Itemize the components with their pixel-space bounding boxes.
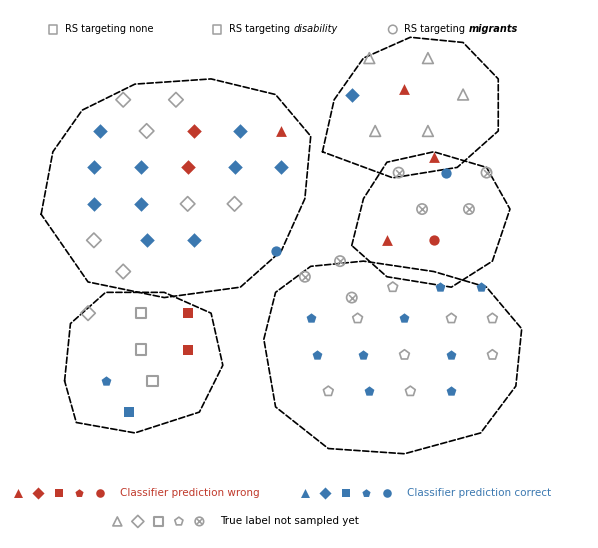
Point: [83, 309, 93, 318]
Text: disability: disability: [293, 25, 337, 35]
Point: [271, 247, 280, 255]
Point: [306, 314, 316, 323]
Point: [148, 376, 157, 385]
Point: [417, 205, 427, 214]
Point: [48, 25, 57, 34]
Point: [171, 95, 181, 104]
Point: [441, 168, 450, 177]
Point: [417, 205, 427, 214]
Point: [95, 127, 105, 135]
Point: [321, 488, 330, 497]
Point: [405, 387, 415, 396]
Text: True label not sampled yet: True label not sampled yet: [220, 516, 359, 527]
Text: Classifier prediction wrong: Classifier prediction wrong: [120, 488, 260, 498]
Point: [194, 517, 204, 526]
Point: [300, 488, 310, 497]
Point: [101, 376, 111, 385]
Point: [54, 488, 63, 497]
Point: [447, 314, 456, 323]
Point: [89, 236, 99, 245]
Point: [359, 351, 368, 359]
Text: Classifier prediction correct: Classifier prediction correct: [407, 488, 551, 498]
Point: [136, 163, 145, 172]
Point: [365, 54, 374, 62]
Point: [324, 387, 333, 396]
Point: [136, 199, 145, 208]
Point: [464, 205, 474, 214]
Point: [112, 517, 122, 526]
Point: [183, 345, 193, 354]
Point: [423, 54, 433, 62]
Point: [394, 168, 404, 177]
Point: [362, 488, 371, 497]
Point: [399, 85, 409, 94]
Point: [447, 387, 456, 396]
Point: [476, 283, 486, 292]
Point: [487, 314, 497, 323]
Point: [124, 408, 134, 416]
Point: [95, 488, 105, 497]
Point: [33, 488, 43, 497]
Point: [353, 314, 362, 323]
Text: RS targeting: RS targeting: [228, 25, 293, 35]
Point: [154, 517, 163, 526]
Point: [136, 345, 145, 354]
Point: [347, 293, 356, 302]
Point: [89, 199, 99, 208]
Text: migrants: migrants: [469, 25, 518, 35]
Point: [388, 283, 398, 292]
Point: [194, 517, 204, 526]
Point: [341, 488, 350, 497]
Point: [300, 272, 310, 281]
Point: [236, 127, 245, 135]
Point: [118, 267, 128, 276]
Point: [388, 25, 398, 34]
Point: [429, 153, 438, 162]
Point: [382, 488, 392, 497]
Point: [335, 256, 345, 266]
Point: [183, 199, 193, 208]
Point: [212, 25, 222, 34]
Point: [399, 351, 409, 359]
Point: [382, 236, 392, 245]
Point: [370, 127, 380, 135]
Point: [429, 236, 438, 245]
Point: [482, 168, 492, 177]
Point: [189, 236, 199, 245]
Point: [183, 163, 193, 172]
Point: [365, 387, 374, 396]
Point: [133, 517, 142, 526]
Point: [482, 168, 492, 177]
Point: [142, 127, 151, 135]
Point: [174, 517, 184, 526]
Point: [435, 283, 444, 292]
Point: [335, 256, 345, 266]
Point: [277, 127, 286, 135]
Point: [487, 351, 497, 359]
Point: [277, 163, 286, 172]
Point: [74, 488, 84, 497]
Point: [464, 205, 474, 214]
Point: [458, 90, 468, 99]
Point: [394, 168, 404, 177]
Point: [447, 351, 456, 359]
Point: [300, 272, 310, 281]
Point: [136, 309, 145, 318]
Text: RS targeting none: RS targeting none: [65, 25, 153, 35]
Point: [399, 314, 409, 323]
Point: [183, 309, 193, 318]
Point: [230, 163, 239, 172]
Point: [423, 127, 433, 135]
Point: [347, 90, 356, 99]
Point: [312, 351, 321, 359]
Text: RS targeting: RS targeting: [404, 25, 469, 35]
Point: [89, 163, 99, 172]
Point: [230, 199, 239, 208]
Point: [118, 95, 128, 104]
Point: [142, 236, 151, 245]
Point: [189, 127, 199, 135]
Point: [347, 293, 356, 302]
Point: [13, 488, 23, 497]
